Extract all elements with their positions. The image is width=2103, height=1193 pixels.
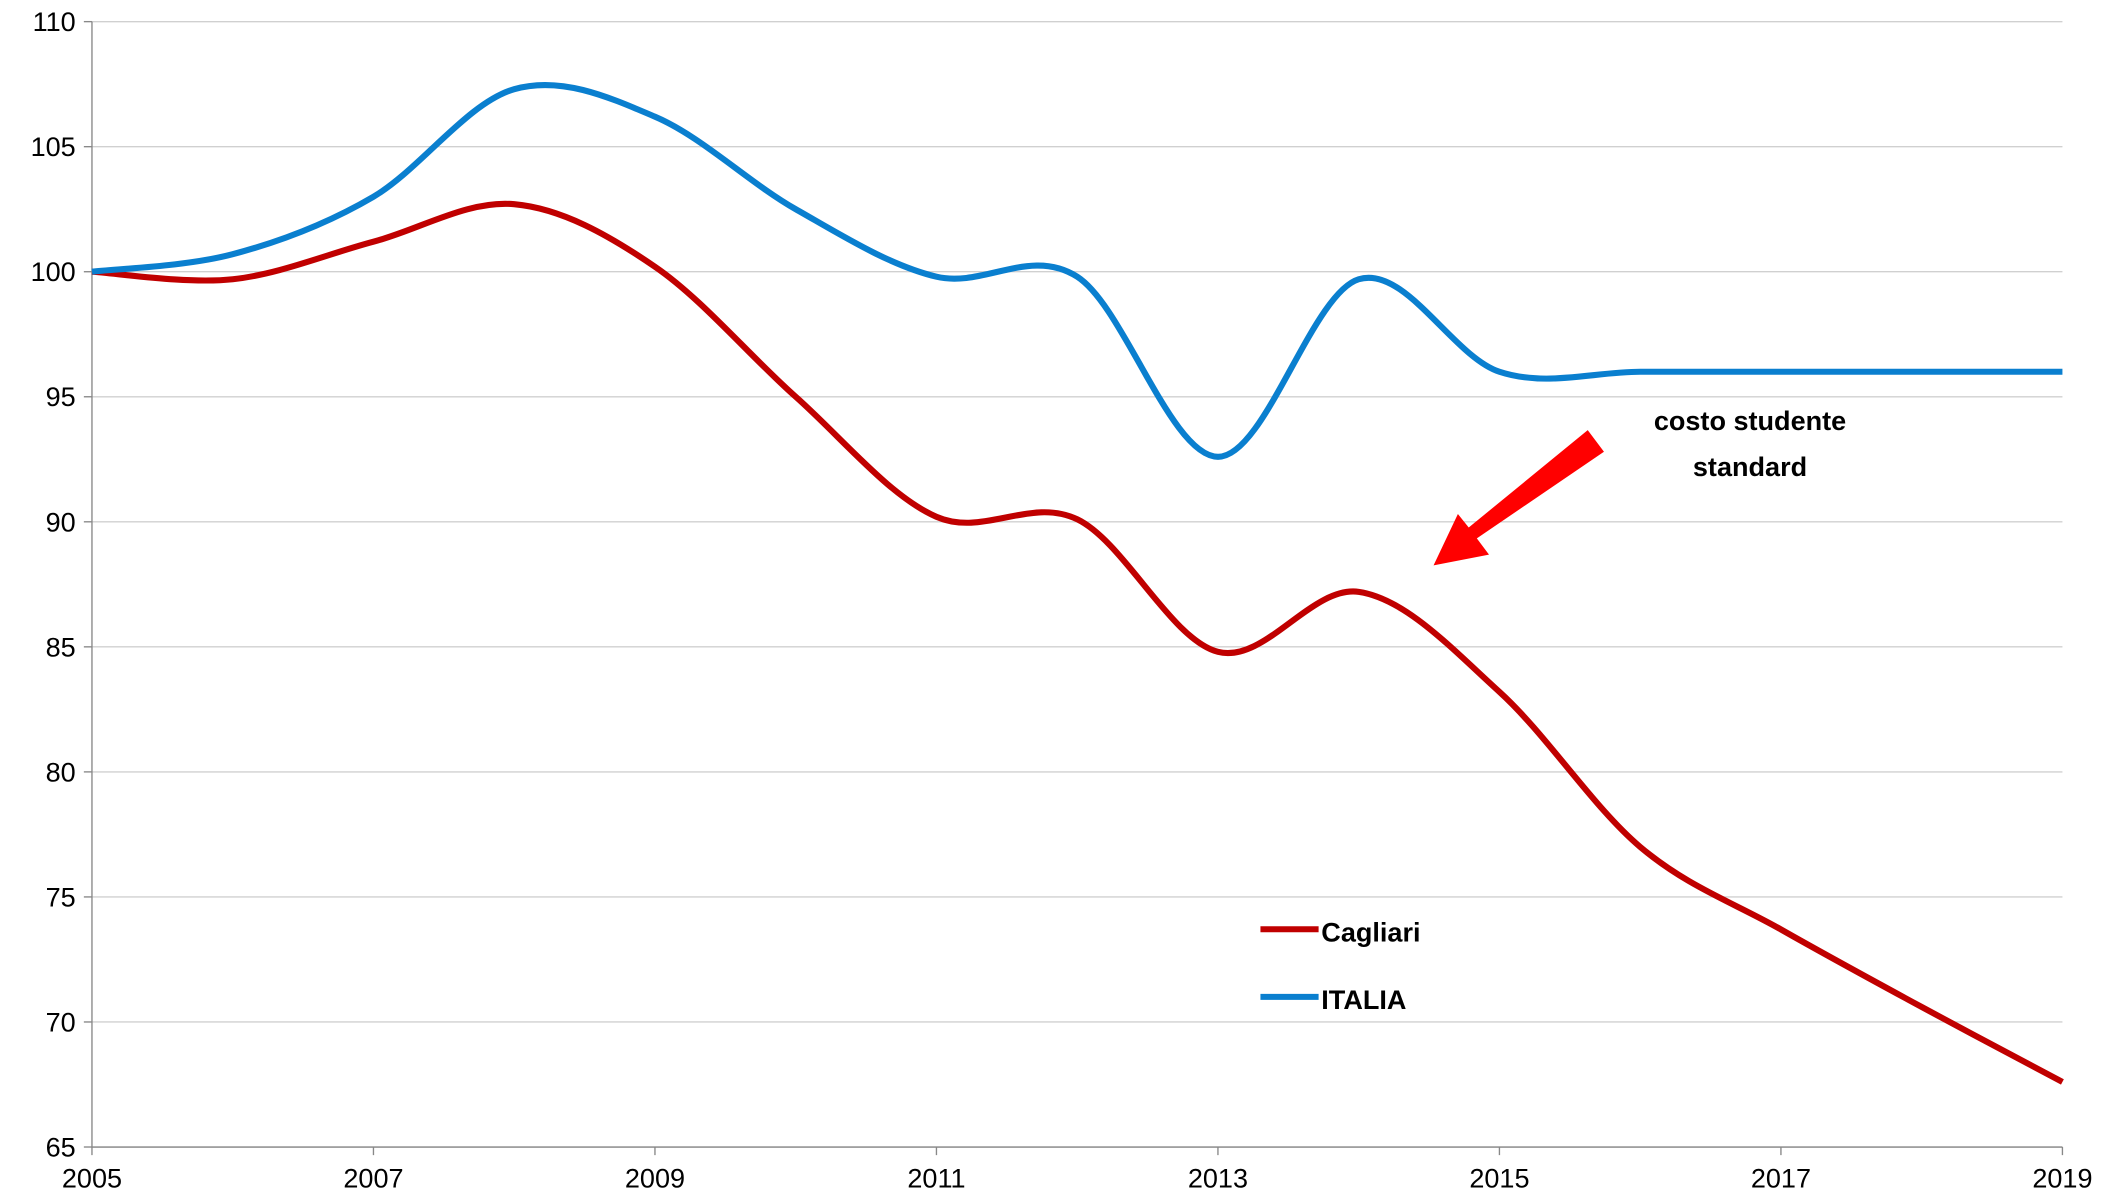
y-tick-label: 70	[46, 1007, 76, 1037]
legend-label: ITALIA	[1321, 985, 1406, 1015]
annotation-arrow	[1433, 430, 1604, 566]
y-tick-label: 75	[46, 882, 76, 912]
x-tick-label: 2013	[1188, 1164, 1248, 1193]
y-tick-label: 90	[46, 507, 76, 537]
x-tick-label: 2017	[1751, 1164, 1811, 1193]
x-tick-label: 2015	[1469, 1164, 1529, 1193]
x-tick-label: 2005	[62, 1164, 122, 1193]
x-tick-label: 2011	[907, 1164, 965, 1193]
series-line	[91, 81, 2063, 460]
y-tick-label: 100	[31, 257, 76, 287]
annotation: standard	[1693, 452, 1807, 482]
legend-label: Cagliari	[1321, 917, 1420, 947]
x-tick-label: 2009	[625, 1164, 685, 1193]
series-line	[91, 200, 2064, 1085]
y-tick-label: 80	[46, 757, 76, 787]
y-tick-label: 85	[46, 632, 76, 662]
x-tick-label: 2019	[2032, 1164, 2092, 1193]
x-tick-label: 2007	[343, 1164, 403, 1193]
y-tick-label: 105	[31, 132, 76, 162]
y-tick-label: 65	[46, 1132, 76, 1162]
annotation: costo studente	[1654, 406, 1846, 436]
y-tick-label: 110	[33, 7, 76, 37]
y-tick-label: 95	[46, 382, 76, 412]
